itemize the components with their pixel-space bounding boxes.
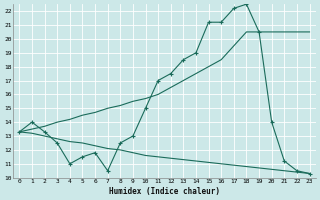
X-axis label: Humidex (Indice chaleur): Humidex (Indice chaleur) [109,187,220,196]
